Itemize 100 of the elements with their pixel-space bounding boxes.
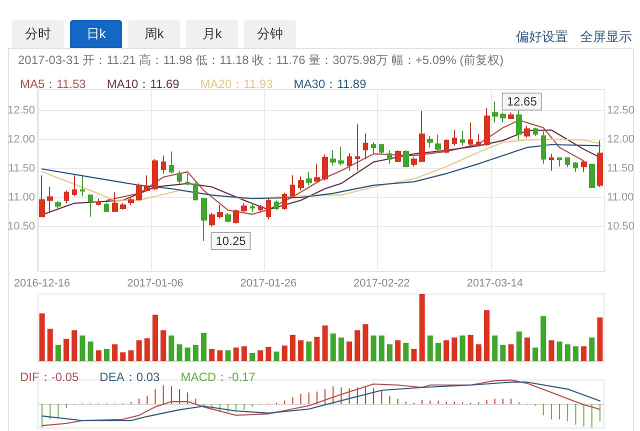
bar [144,338,150,361]
y-tick-label: 11.50 [8,162,35,174]
bar [233,348,239,361]
bar [258,350,264,361]
bar [411,348,417,361]
candlestick [72,174,77,197]
candlestick [395,150,401,162]
bar [346,342,352,361]
candlestick [209,212,215,227]
text: MA20：11.93 [200,77,274,91]
candlestick [201,198,207,242]
bar [250,352,256,361]
candlestick [112,192,118,212]
y-tick-label: 12.50 [7,104,35,116]
bar [597,317,603,361]
candlestick [411,156,417,168]
candlestick [355,124,360,172]
candlestick [387,150,392,164]
y2-tick-label: 11.00 [607,191,634,204]
candlestick [541,130,546,164]
candlestick [524,126,530,138]
bar [330,334,336,361]
y2-tick-label: 12.00 [607,133,635,146]
candlestick [419,110,425,162]
candlestick [104,202,109,212]
y2-tick-label: 12.50 [607,104,635,116]
bar [88,342,94,361]
text: DEA：0.03 [100,370,160,384]
candlestick [508,112,514,120]
text: 日k [70,20,122,48]
bar [241,346,247,361]
text: DIF：-0.05 [20,370,80,384]
candlestick [597,140,603,188]
candlestick [241,202,247,212]
bar [403,342,409,361]
bar [500,344,506,361]
bar [581,346,587,361]
candlestick [492,101,498,124]
bar [338,338,344,361]
candlestick [484,108,490,146]
y-tick-label: 10.50 [7,220,35,232]
candlestick [88,194,93,218]
bar [184,348,190,361]
text: MA10：11.69 [106,77,180,91]
bar [104,348,110,361]
bar [427,336,433,361]
y2-tick-label: 10.50 [607,220,635,232]
bar [484,310,490,361]
bar [290,334,296,361]
candlestick [500,112,506,124]
candlestick [565,156,570,168]
bar [492,336,498,361]
bar [362,324,368,361]
bar [378,336,384,361]
bar [282,346,288,361]
candlestick [589,163,595,188]
candlestick [371,142,376,154]
candlestick [557,156,562,168]
bar [306,342,312,361]
bar [370,336,376,361]
candlestick [290,174,295,198]
bar [128,350,134,361]
y-tick-label: 11.00 [8,191,35,204]
bar [266,346,272,361]
bar [80,336,86,361]
bar [55,344,61,361]
candlestick [258,204,263,212]
bar [47,328,53,361]
bar [225,350,231,361]
candlestick [169,151,174,174]
bar [354,330,360,361]
bar [556,342,562,361]
x-tick-label: 2017-01-06 [127,278,184,290]
candlestick [549,153,554,172]
candlestick [427,135,433,148]
x-tick-label: 2017-01-26 [240,278,297,290]
candlestick [338,146,344,166]
bar [419,294,425,361]
text: 月k [186,20,238,48]
bar [564,344,570,361]
candlestick [250,202,255,212]
candlestick [161,155,166,174]
text: MA5：11.53 [20,77,86,91]
bar [532,348,538,361]
annotation: 12.65 [506,94,538,109]
chart-subtitle: 2017-03-31 开：11.21 高：11.98 低：11.18 收：11.76 量：3075.98万 幅：+5.09% (前复权) [18,52,504,69]
bar [274,352,280,361]
candlestick [314,163,320,182]
bar [176,344,182,361]
candlestick [274,200,279,211]
candlestick [193,182,198,201]
bar [160,330,166,361]
bar [152,314,158,361]
line-series [106,120,584,215]
candlestick [120,202,126,210]
bar [136,340,142,361]
bar [460,336,466,361]
bar [120,352,126,361]
candlestick [144,174,150,191]
candlestick [444,138,449,154]
